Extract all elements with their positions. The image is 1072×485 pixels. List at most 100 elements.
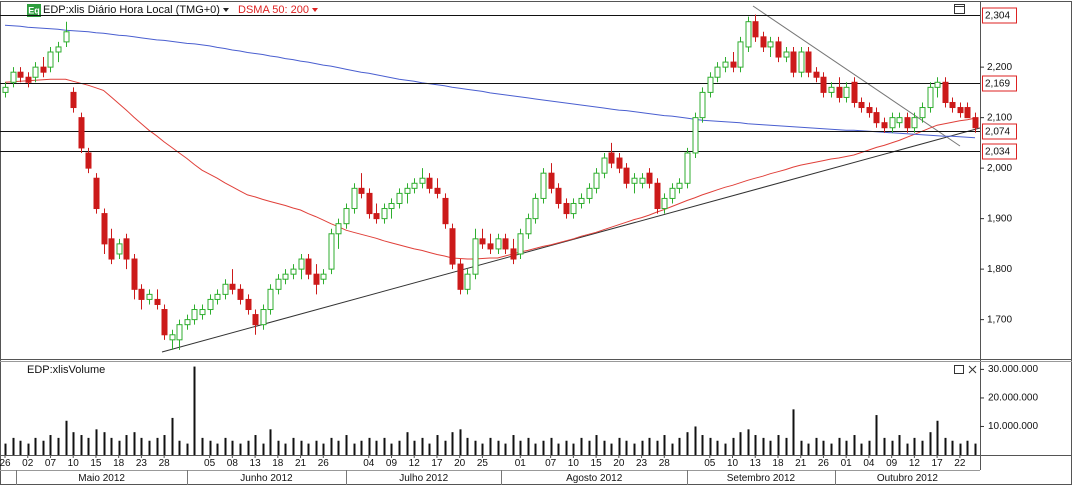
candle-body: [487, 243, 494, 250]
x-tick-label: 05: [204, 458, 216, 469]
volume-bar: [284, 443, 287, 455]
candle-body: [525, 218, 532, 235]
candle-body: [184, 319, 191, 326]
candle-body: [108, 238, 115, 260]
x-tick-label: 25: [477, 458, 489, 469]
price-level-box: [982, 123, 1017, 140]
candle-body: [275, 278, 282, 290]
candle-body: [373, 213, 380, 220]
candle-body: [495, 238, 502, 250]
candle-body: [449, 228, 456, 265]
volume-bar: [754, 435, 757, 455]
volume-bar: [739, 432, 742, 455]
x-tick-label: 01: [515, 458, 527, 469]
x-tick-label: 21: [795, 458, 807, 469]
maximize-button[interactable]: [954, 4, 965, 14]
volume-bar: [504, 443, 507, 455]
x-tick-label: 18: [272, 458, 284, 469]
candle-body: [881, 122, 888, 129]
volume-bar: [944, 437, 947, 455]
volume-bar: [451, 432, 454, 455]
price-level-box: [982, 143, 1017, 160]
candle-body: [767, 41, 774, 48]
x-tick-label: 26: [0, 458, 11, 469]
x-tick-label: 10: [68, 458, 80, 469]
volume-bar: [534, 443, 537, 455]
candle-body: [245, 298, 252, 311]
volume-bar: [49, 435, 52, 455]
volume-bar: [193, 366, 196, 455]
candle-body: [957, 107, 964, 114]
x-tick-label: 15: [591, 458, 603, 469]
volume-bar: [444, 440, 447, 455]
volume-bar: [686, 432, 689, 455]
candle-body: [313, 273, 320, 285]
candle-body: [161, 309, 168, 336]
y-tick-label: 1,800: [987, 264, 1012, 275]
volume-bar: [595, 435, 598, 455]
volume-maximize-button[interactable]: [954, 365, 964, 374]
title-dropdown[interactable]: [223, 8, 229, 12]
volume-bar: [565, 440, 568, 455]
volume-bar: [966, 440, 969, 455]
volume-bar: [868, 440, 871, 455]
volume-bar: [224, 437, 227, 455]
volume-bar: [610, 443, 613, 455]
indicator-dropdown[interactable]: [312, 8, 318, 12]
trendline[interactable]: [161, 127, 980, 353]
candle-body: [548, 172, 555, 189]
moving-average-line: [4, 78, 976, 260]
candle-body: [252, 314, 259, 326]
candle-body: [366, 192, 373, 215]
volume-bar: [171, 417, 174, 455]
volume-bar: [330, 437, 333, 455]
volume-bar: [497, 440, 500, 455]
volume-bar: [201, 437, 204, 455]
chart-title[interactable]: EDP:xlis Diário Hora Local (TMG+0): [43, 4, 220, 16]
volume-close-button[interactable]: [968, 365, 977, 374]
volume-bar: [701, 435, 704, 455]
volume-bar: [57, 437, 60, 455]
volume-bar: [178, 440, 181, 455]
candle-body: [138, 288, 145, 300]
y-tick-label: 1,700: [987, 314, 1012, 325]
volume-bar: [929, 432, 932, 455]
volume-bar: [292, 437, 295, 455]
candle-body: [942, 81, 949, 103]
candle-body: [78, 117, 85, 149]
volume-bar: [800, 440, 803, 455]
indicator-legend[interactable]: DSMA 50: 200: [238, 4, 309, 16]
candle-body: [631, 177, 638, 184]
volume-bar: [163, 435, 166, 455]
price-level-label: 2,034: [985, 147, 1010, 158]
volume-bar: [345, 435, 348, 455]
x-tick-label: 04: [863, 458, 875, 469]
candle-body: [919, 107, 926, 119]
x-tick-label: 12: [909, 458, 921, 469]
volume-bar: [118, 440, 121, 455]
trendline[interactable]: [752, 5, 961, 147]
candle-body: [434, 187, 441, 194]
volume-bar: [625, 440, 628, 455]
volume-bar: [186, 443, 189, 455]
candle-body: [411, 182, 418, 189]
instrument-icon[interactable]: [27, 4, 41, 17]
candle-body: [570, 202, 577, 215]
x-tick-label: 12: [409, 458, 421, 469]
month-label: Outubro 2012: [877, 473, 939, 484]
volume-bar: [156, 437, 159, 455]
moving-average-line: [4, 24, 976, 139]
candle-body: [555, 187, 562, 204]
x-tick-label: 04: [363, 458, 375, 469]
candle-body: [464, 273, 471, 290]
candle-body: [207, 298, 214, 311]
volume-bar: [724, 443, 727, 455]
x-tick-label: 26: [818, 458, 830, 469]
candle-body: [388, 202, 395, 210]
candle-body: [722, 61, 729, 68]
volume-bar: [209, 440, 212, 455]
volume-bar: [572, 443, 575, 455]
candle-body: [790, 51, 797, 73]
volume-bar: [716, 440, 719, 455]
candle-body: [222, 283, 229, 295]
